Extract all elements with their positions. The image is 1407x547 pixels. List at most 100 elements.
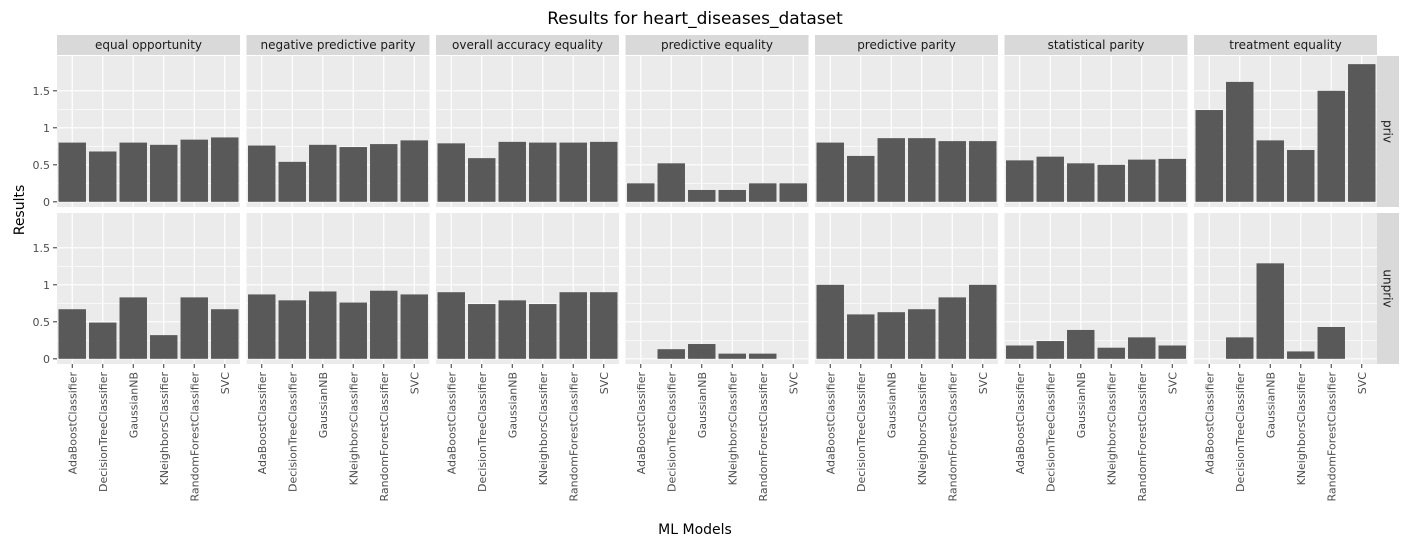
bar-svc xyxy=(969,284,997,359)
panel-priv-treatment-equality xyxy=(1194,56,1377,207)
panel-background xyxy=(625,213,809,364)
bar-kneighborsclassifier xyxy=(718,353,746,359)
bar-gaussiannb xyxy=(1067,163,1095,202)
x-tick-label-decisiontreeclassifier: DecisionTreeClassifier xyxy=(286,372,299,492)
bar-gaussiannb xyxy=(309,291,337,359)
x-tick-label-svc: SVC xyxy=(977,372,990,395)
panel-background xyxy=(1194,56,1377,207)
bar-kneighborsclassifier xyxy=(1287,150,1315,202)
x-tick-label-svc: SVC xyxy=(598,372,611,395)
x-tick-label-randomforestclassifier: RandomForestClassifier xyxy=(946,372,959,502)
x-tick-label-svc: SVC xyxy=(1166,372,1179,395)
facet-label-predictive-equality: predictive equality xyxy=(661,38,773,52)
panel-unpriv-statistical-parity xyxy=(1004,213,1188,364)
bar-svc xyxy=(590,141,618,202)
bar-decisiontreeclassifier xyxy=(468,304,496,359)
y-tick-label: 1 xyxy=(43,122,50,135)
bar-randomforestclassifier xyxy=(370,290,398,359)
x-tick-label-decisiontreeclassifier: DecisionTreeClassifier xyxy=(665,372,678,492)
bar-adaboostclassifier xyxy=(1195,110,1223,202)
panel-background xyxy=(57,213,240,364)
y-tick-label: 0 xyxy=(43,196,50,209)
facet-strip-treatment-equality xyxy=(1194,35,1377,55)
bar-kneighborsclassifier xyxy=(908,309,936,359)
bar-gaussiannb xyxy=(688,189,716,202)
bar-decisiontreeclassifier xyxy=(89,151,117,202)
x-tick-label-kneighborsclassifier: KNeighborsClassifier xyxy=(726,372,739,486)
panel-background xyxy=(246,213,430,364)
bar-randomforestclassifier xyxy=(1317,90,1345,202)
panel-background xyxy=(436,213,619,364)
bar-decisiontreeclassifier xyxy=(1226,81,1254,202)
x-tick-label-adaboostclassifier: AdaBoostClassifier xyxy=(1203,372,1216,475)
bar-randomforestclassifier xyxy=(938,141,966,202)
panel-priv-overall-accuracy-equality xyxy=(436,56,619,207)
bar-adaboostclassifier xyxy=(627,183,655,202)
panel-background xyxy=(436,56,619,207)
bar-decisiontreeclassifier xyxy=(278,161,306,202)
y-tick-label: 0.5 xyxy=(33,159,51,172)
x-tick-label-kneighborsclassifier: KNeighborsClassifier xyxy=(537,372,550,486)
panel-unpriv-predictive-parity xyxy=(815,213,998,364)
bar-kneighborsclassifier xyxy=(150,335,178,359)
bar-decisiontreeclassifier xyxy=(1226,337,1254,359)
bar-randomforestclassifier xyxy=(1128,337,1156,359)
bar-randomforestclassifier xyxy=(749,353,777,359)
facet-strip-predictive-equality xyxy=(625,35,809,55)
panel-unpriv-negative-predictive-parity xyxy=(246,213,430,364)
bar-randomforestclassifier xyxy=(180,139,208,202)
x-axis-title: ML Models xyxy=(658,522,732,538)
x-tick-label-randomforestclassifier: RandomForestClassifier xyxy=(188,372,201,502)
bar-gaussiannb xyxy=(1067,329,1095,359)
bar-adaboostclassifier xyxy=(248,145,276,202)
bar-svc xyxy=(400,140,428,202)
panel-background xyxy=(1004,56,1188,207)
panel-unpriv-equal-opportunity xyxy=(57,213,240,364)
bar-gaussiannb xyxy=(877,138,905,202)
bar-decisiontreeclassifier xyxy=(278,300,306,359)
x-tick-label-adaboostclassifier: AdaBoostClassifier xyxy=(824,372,837,475)
bar-randomforestclassifier xyxy=(1128,159,1156,202)
y-tick-label: 0 xyxy=(43,353,50,366)
bar-svc xyxy=(211,309,239,359)
x-tick-label-gaussiannb: GaussianNB xyxy=(127,372,140,438)
bar-gaussiannb xyxy=(877,312,905,359)
bar-decisiontreeclassifier xyxy=(1036,341,1064,359)
x-tick-label-decisiontreeclassifier: DecisionTreeClassifier xyxy=(1044,372,1057,492)
bar-svc xyxy=(779,183,807,202)
x-tick-label-adaboostclassifier: AdaBoostClassifier xyxy=(445,372,458,475)
bar-gaussiannb xyxy=(119,297,147,359)
facet-strip-statistical-parity xyxy=(1004,35,1188,55)
facet-label-negative-predictive-parity: negative predictive parity xyxy=(261,38,416,52)
bar-randomforestclassifier xyxy=(938,297,966,359)
bar-randomforestclassifier xyxy=(1317,326,1345,359)
x-tick-label-randomforestclassifier: RandomForestClassifier xyxy=(567,372,580,502)
bar-randomforestclassifier xyxy=(180,297,208,359)
bar-decisiontreeclassifier xyxy=(847,155,875,202)
panel-background xyxy=(57,56,240,207)
x-tick-label-decisiontreeclassifier: DecisionTreeClassifier xyxy=(476,372,489,492)
panel-background xyxy=(625,56,809,207)
row-strip-unpriv xyxy=(1375,213,1399,364)
bar-kneighborsclassifier xyxy=(339,147,367,202)
y-tick-label: 1.5 xyxy=(33,85,51,98)
facet-label-treatment-equality: treatment equality xyxy=(1229,38,1341,52)
bar-randomforestclassifier xyxy=(559,142,587,202)
bar-kneighborsclassifier xyxy=(908,138,936,202)
x-tick-label-svc: SVC xyxy=(219,372,232,395)
x-tick-label-gaussiannb: GaussianNB xyxy=(696,372,709,438)
bar-gaussiannb xyxy=(1256,263,1284,359)
bar-svc xyxy=(1158,158,1186,202)
x-tick-label-gaussiannb: GaussianNB xyxy=(1264,372,1277,438)
bar-kneighborsclassifier xyxy=(1287,351,1315,359)
chart-title: Results for heart_diseases_dataset xyxy=(547,9,843,29)
panel-priv-predictive-equality xyxy=(625,56,809,207)
bar-kneighborsclassifier xyxy=(339,302,367,359)
x-tick-label-adaboostclassifier: AdaBoostClassifier xyxy=(1014,372,1027,475)
x-tick-label-adaboostclassifier: AdaBoostClassifier xyxy=(256,372,269,475)
x-tick-label-decisiontreeclassifier: DecisionTreeClassifier xyxy=(855,372,868,492)
bar-gaussiannb xyxy=(1256,140,1284,202)
bar-decisiontreeclassifier xyxy=(657,163,685,202)
bar-adaboostclassifier xyxy=(1006,160,1034,202)
